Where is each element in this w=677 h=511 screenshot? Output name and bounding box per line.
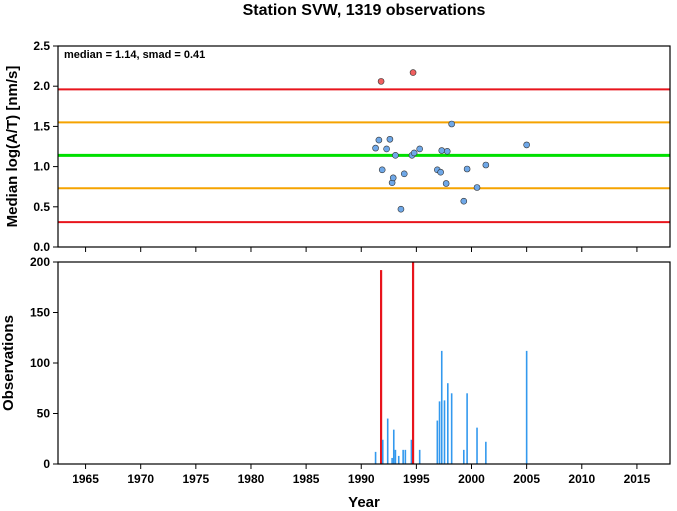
top-y-tick-label: 1.5 (33, 119, 50, 133)
x-axis-label: Year (348, 494, 380, 511)
observation-bar (447, 383, 449, 464)
data-point (409, 69, 417, 76)
observation-bar (525, 350, 528, 464)
data-point (442, 180, 450, 187)
top-y-tick-label: 0.5 (33, 200, 50, 214)
data-point (438, 147, 446, 154)
median-smad-annotation: median = 1.14, smad = 0.41 (64, 49, 205, 61)
data-point (392, 152, 399, 159)
bottom-y-tick-label: 150 (30, 306, 50, 320)
observation-bar (438, 401, 441, 464)
observation-bar (374, 451, 377, 464)
x-tick-label: 1965 (72, 472, 99, 486)
data-point (448, 120, 455, 128)
bottom-y-tick-label: 0 (43, 457, 50, 471)
x-tick-label: 2005 (513, 472, 540, 486)
observation-bar (404, 449, 407, 464)
data-point (377, 78, 385, 85)
observation-bar (394, 449, 397, 464)
observation-bar (418, 449, 421, 464)
observation-bar (436, 420, 439, 464)
x-tick-label: 1975 (182, 472, 209, 486)
observation-bar (476, 427, 478, 464)
observation-bar (485, 441, 487, 464)
median-amplitude-panel: 0.0 0.5 1.0 1.5 2.0 2.5 median = 1.14, smad =… (4, 39, 671, 254)
data-point (397, 205, 405, 213)
x-tick-label: 2015 (624, 472, 651, 486)
x-tick-label: 1980 (238, 472, 265, 486)
x-tick-label: 2010 (568, 472, 595, 486)
data-point (372, 144, 379, 152)
data-point (389, 174, 397, 182)
x-tick-label: 1990 (348, 472, 375, 486)
data-point (460, 197, 468, 205)
data-point (463, 165, 471, 173)
observation-bar (379, 270, 383, 464)
top-panel-frame (57, 45, 671, 248)
top-y-tick-label: 2.0 (33, 79, 50, 93)
observation-bar (391, 457, 393, 464)
data-point (410, 149, 418, 157)
observation-bar (411, 262, 415, 464)
data-point (473, 184, 481, 191)
data-point (383, 145, 390, 153)
data-point (375, 136, 383, 144)
top-y-tick-label: 0.0 (33, 240, 50, 254)
data-point (437, 168, 444, 176)
observation-bar (386, 418, 389, 464)
bottom-panel-frame (57, 261, 671, 465)
bottom-y-axis-label: Observations (0, 315, 17, 411)
observation-bar (443, 400, 446, 464)
x-tick-label: 1970 (127, 472, 154, 486)
top-y-tick-label: 1.0 (33, 160, 50, 174)
data-point (443, 148, 451, 155)
data-point (416, 145, 423, 153)
observations-panel: 0 50 100 150 200 1965 1970 1975 1980 1985 1990 1995… (0, 255, 671, 511)
observation-bar (397, 455, 400, 464)
data-point (378, 166, 386, 174)
bottom-y-tick-label: 50 (37, 407, 51, 421)
observation-bar (410, 439, 413, 464)
observation-bar (450, 393, 453, 464)
observation-bar (392, 429, 395, 464)
observation-bar (402, 449, 404, 464)
x-tick-label: 1995 (403, 472, 430, 486)
x-tick-label: 2000 (458, 472, 485, 486)
chart-title: Station SVW, 1319 observations (243, 2, 486, 19)
observation-bar (466, 393, 468, 464)
observation-bar (462, 449, 465, 464)
top-y-axis-label: Median log(A/T) [nm/s] (4, 66, 21, 228)
observation-bar (381, 439, 384, 464)
x-tick-label: 1985 (293, 472, 320, 486)
data-point (523, 141, 530, 149)
observation-bar (440, 350, 443, 464)
data-point (400, 170, 408, 178)
bottom-y-tick-label: 100 (30, 356, 50, 370)
bottom-y-tick-label: 200 (30, 255, 50, 269)
top-y-tick-label: 2.5 (33, 39, 50, 53)
data-point (386, 135, 394, 143)
data-point (482, 161, 490, 169)
